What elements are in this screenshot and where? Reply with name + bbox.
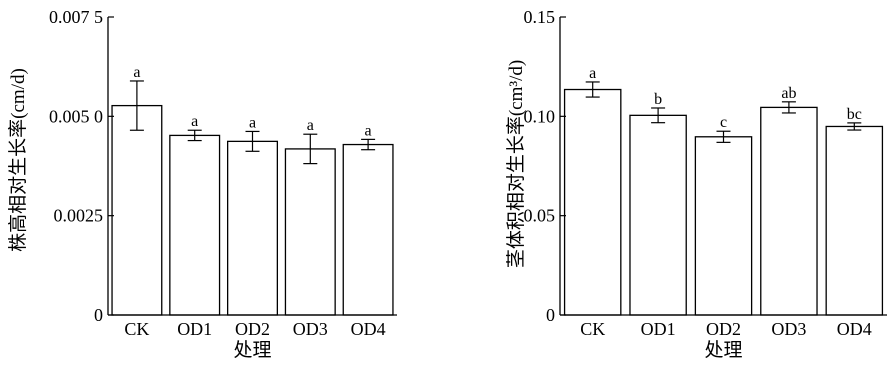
x-tick-label-ck: CK <box>124 319 149 339</box>
y-tick-label: 0.005 0 <box>49 106 103 126</box>
x-tick-label-od2: OD2 <box>235 319 270 339</box>
significance-label-ck: a <box>133 64 140 81</box>
significance-label-od4: a <box>365 122 372 139</box>
significance-label-od3: a <box>307 117 314 134</box>
chart-plant-height-growth-rate: a CK a OD1 a OD2 a OD3 a OD4 0 0.0025 0.005 0 0.007 5… <box>7 7 397 361</box>
bar-ck <box>111 104 163 316</box>
x-tick-label-od4: OD4 <box>351 319 386 339</box>
significance-label-od4: bc <box>847 106 862 123</box>
y-tick-label: 0.0025 <box>54 206 104 226</box>
y-tick-label: 0.10 <box>524 106 556 126</box>
x-tick-label-od1: OD1 <box>641 319 676 339</box>
bar-ck <box>563 88 622 316</box>
chart-stem-volume-growth-rate: a CK b OD1 c OD2 ab OD3 bc OD4 0 0.05 0.10 0.15 处理 茎体积相… <box>505 7 887 361</box>
significance-label-ck: a <box>589 65 596 82</box>
significance-label-od2: c <box>720 114 727 131</box>
bar-od2 <box>694 136 753 316</box>
x-tick-label-od4: OD4 <box>837 319 872 339</box>
bar-od4 <box>825 125 884 316</box>
significance-label-od1: b <box>654 91 662 108</box>
x-tick-label-od3: OD3 <box>293 319 328 339</box>
y-axis-title: 茎体积相对生长率(cm³/d) <box>505 60 527 268</box>
y-tick-label: 0.007 5 <box>49 7 103 27</box>
y-tick-label: 0.05 <box>524 206 556 226</box>
y-tick-label: 0 <box>94 305 103 325</box>
y-axis-title: 株高相对生长率(cm/d) <box>7 68 29 252</box>
bar-od1 <box>629 114 687 316</box>
x-tick-label-od3: OD3 <box>771 319 806 339</box>
bar-od1 <box>169 134 221 316</box>
x-tick-label-od2: OD2 <box>706 319 741 339</box>
x-axis-title: 处理 <box>233 339 271 361</box>
y-tick-label: 0 <box>546 305 555 325</box>
significance-label-od3: ab <box>781 85 796 102</box>
significance-label-od2: a <box>249 114 256 131</box>
x-axis-title: 处理 <box>704 339 742 361</box>
x-tick-label-od1: OD1 <box>177 319 212 339</box>
bar-od3 <box>760 106 818 316</box>
significance-label-od1: a <box>191 113 198 130</box>
bar-od3 <box>284 148 336 316</box>
bar-od2 <box>226 140 279 316</box>
x-tick-label-ck: CK <box>580 319 605 339</box>
bar-od4 <box>342 143 394 316</box>
y-tick-label: 0.15 <box>524 7 556 27</box>
